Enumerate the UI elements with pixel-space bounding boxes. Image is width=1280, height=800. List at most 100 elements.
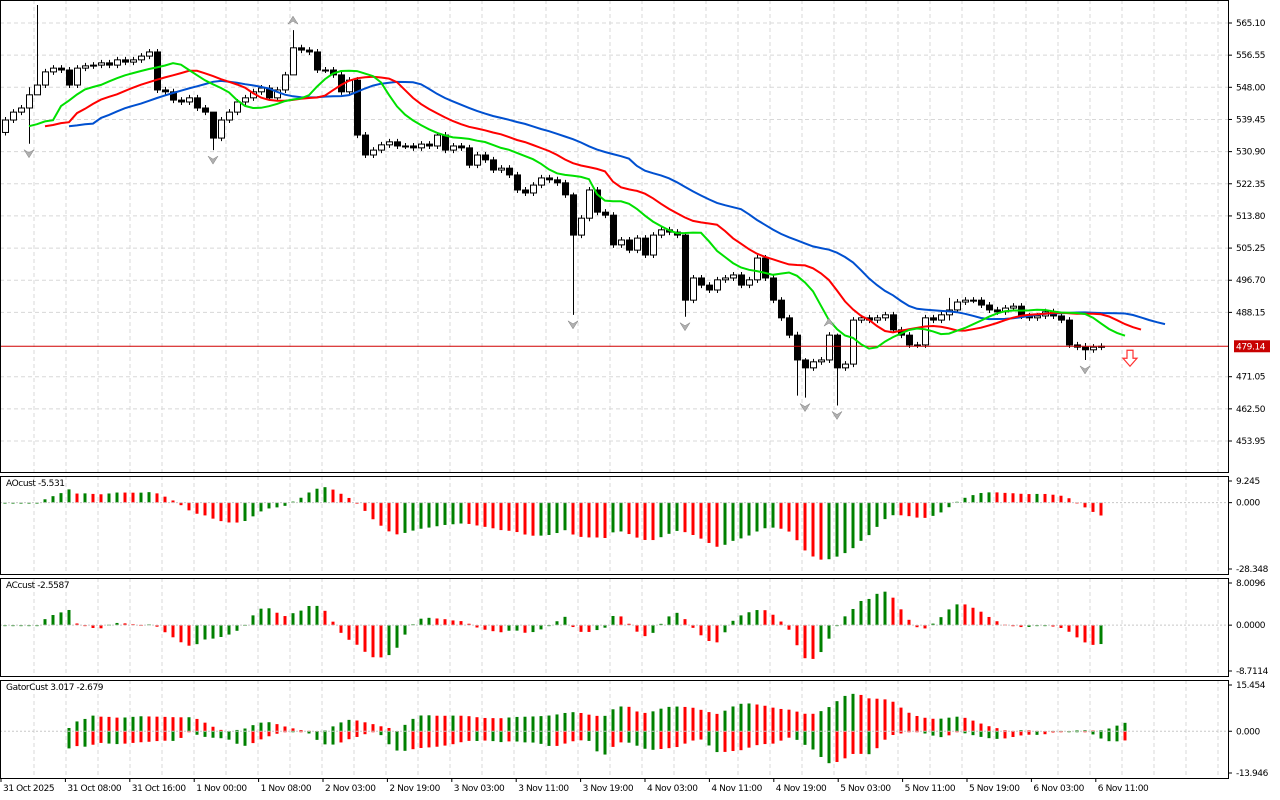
gator-down-bar — [1051, 731, 1055, 733]
gator-up-bar — [91, 715, 95, 732]
ao-bar — [99, 494, 103, 503]
ao-bar — [115, 492, 119, 503]
gator-down-bar — [1035, 731, 1039, 735]
ao-bar — [931, 502, 935, 516]
gator-down-bar — [923, 731, 927, 734]
gator-up-bar — [851, 693, 855, 732]
fractal-up-icon — [287, 15, 299, 25]
gator-down-bar — [267, 731, 271, 737]
candle-bull — [218, 119, 225, 139]
candle-bull — [874, 317, 881, 321]
gator-down-bar — [315, 731, 319, 740]
gator-up-bar — [363, 722, 367, 732]
candles — [0, 4, 1228, 406]
ac-bar — [163, 625, 167, 633]
gator-up-bar — [771, 707, 775, 732]
candle-bear — [602, 211, 609, 216]
gator-down-bar — [379, 731, 383, 736]
candle-bull — [922, 317, 929, 346]
candle-bull — [618, 239, 625, 246]
gator-up-bar — [963, 717, 967, 732]
gator-down-bar — [195, 731, 199, 735]
gator-down-bar — [515, 731, 519, 742]
gator-up-bar — [931, 718, 935, 732]
ac-bar — [1075, 625, 1079, 638]
ac-bar — [875, 593, 879, 626]
ac-bar — [963, 604, 967, 626]
pane-border — [0, 476, 1229, 575]
gator-down-bar — [963, 731, 967, 734]
ac-bar — [755, 610, 759, 626]
gator-down-bar — [595, 731, 599, 752]
ao-bar — [243, 502, 247, 522]
ao-bar — [939, 502, 943, 513]
candle-bull — [530, 184, 537, 194]
ao-bar — [1043, 493, 1047, 503]
candle-bull — [322, 69, 329, 72]
gator-down-bar — [251, 731, 255, 744]
ao-bar — [571, 502, 575, 535]
gator-up-bar — [243, 728, 247, 732]
candle-bull — [34, 84, 41, 96]
gator-up-bar — [811, 713, 815, 732]
ao-bar — [723, 502, 727, 545]
price-tick-label: 556.55 — [1236, 51, 1265, 61]
ao-bar — [819, 502, 823, 560]
candle-bull — [1010, 305, 1017, 309]
gator-down-bar — [603, 731, 607, 755]
time-tick-label: 31 Oct 2025 — [3, 784, 54, 794]
ac-bar — [331, 621, 335, 626]
ac-bar — [691, 625, 695, 628]
candle-bear — [554, 179, 561, 184]
ac-bar — [387, 625, 391, 656]
ao-bar — [707, 502, 711, 543]
pane-border — [0, 578, 1229, 677]
ao-header: AOcust -5.531 — [6, 479, 65, 489]
ac-bar — [707, 625, 711, 641]
ao-bar — [859, 502, 863, 541]
ao-bar — [75, 493, 79, 503]
gator-up-bar — [707, 712, 711, 732]
candle-bear — [210, 111, 217, 139]
candle-bear — [778, 299, 785, 319]
ao-bar — [195, 502, 199, 514]
gator-up-bar — [235, 729, 239, 732]
gator-up-bar — [107, 716, 111, 732]
gator-up-bar — [907, 712, 911, 732]
ao-bar — [907, 502, 911, 517]
candle-bull — [82, 65, 89, 69]
candle-bull — [970, 299, 977, 302]
time-tick-label: 5 Nov 19:00 — [969, 784, 1020, 794]
ac-bar — [1027, 625, 1031, 627]
gator-up-bar — [275, 724, 279, 732]
gator-up-bar — [491, 718, 495, 732]
indicator-tick-label: 9.245 — [1236, 477, 1260, 487]
gator-down-bar — [347, 731, 351, 740]
gator-down-bar — [219, 731, 223, 739]
gator-up-bar — [523, 716, 527, 732]
ao-bar — [163, 496, 167, 503]
gator-up-bar — [595, 715, 599, 732]
ao-bar — [1051, 494, 1055, 503]
ao-bar — [323, 487, 327, 503]
candle-bull — [818, 359, 825, 363]
ac-bar — [539, 625, 543, 630]
ac-bar — [115, 622, 119, 626]
gator-down-bar — [1027, 731, 1031, 735]
gator-down-bar — [83, 731, 87, 747]
ao-bar — [83, 493, 87, 503]
ac-bar — [1083, 625, 1087, 643]
ao-bar — [1083, 502, 1087, 508]
ao-bar — [531, 502, 535, 536]
ao-bar — [379, 502, 383, 526]
candle-bull — [402, 145, 409, 148]
ao-bar — [435, 502, 439, 527]
gator-down-bar — [155, 731, 159, 742]
price-tick-label: 496.70 — [1236, 276, 1266, 286]
gator-up-bar — [715, 713, 719, 732]
gator-down-bar — [491, 731, 495, 742]
candle-bull — [290, 47, 297, 76]
candle-bear — [1058, 315, 1065, 321]
ac-bar — [899, 609, 903, 626]
